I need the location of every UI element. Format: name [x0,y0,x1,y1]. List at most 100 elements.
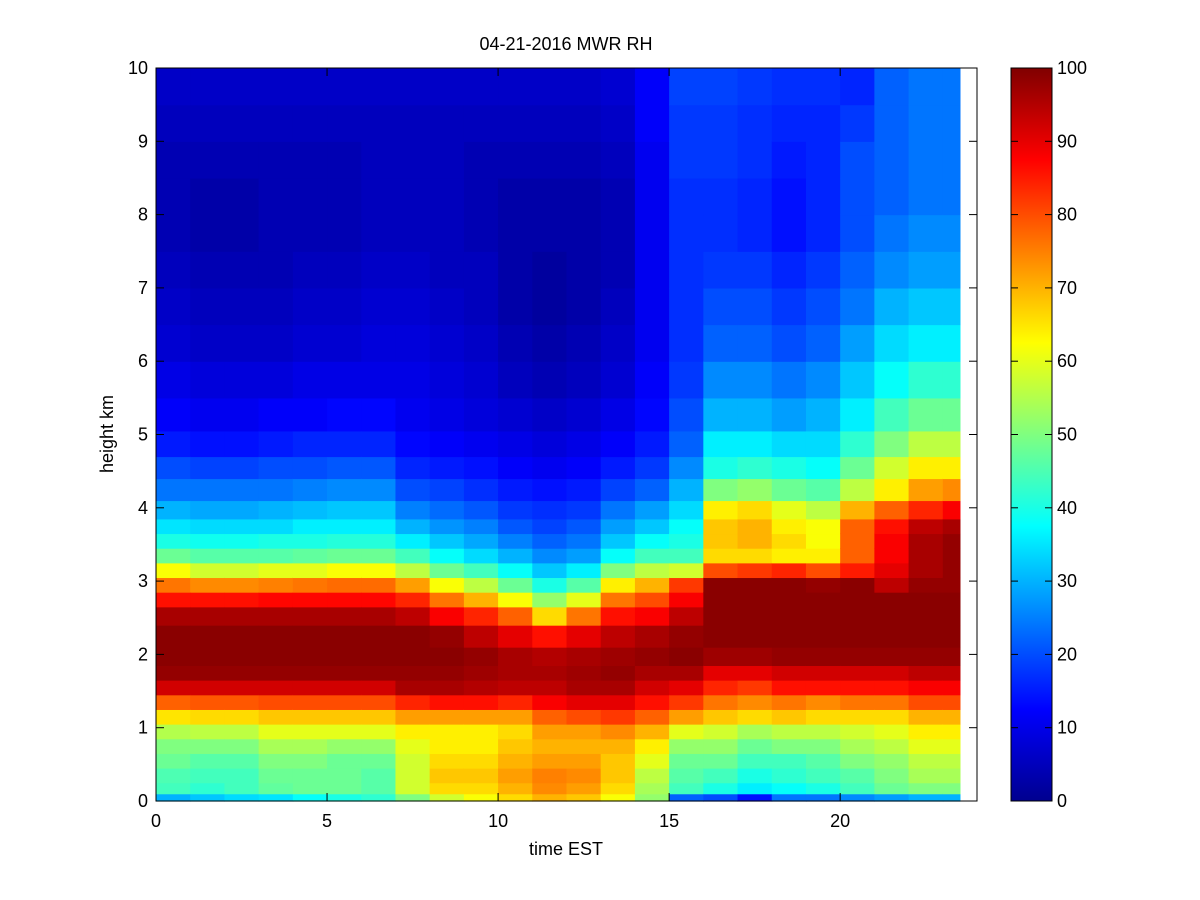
heatmap-cell [498,361,533,399]
heatmap-cell [429,548,465,564]
heatmap-cell [292,533,328,549]
heatmap-cell [361,287,397,326]
heatmap-cell [634,251,670,289]
heatmap-cell [840,793,875,802]
heatmap-cell [429,287,465,326]
heatmap-cell [771,680,807,696]
heatmap-cell [498,287,533,326]
heatmap-cell [429,738,465,754]
heatmap-cell [634,324,670,362]
heatmap-cell [395,577,431,593]
heatmap-cell [463,665,499,681]
heatmap-cell [463,361,499,399]
heatmap-cell [942,533,961,549]
heatmap-cell [771,738,807,754]
heatmap-cell [190,104,226,142]
heatmap-cell [942,694,961,710]
heatmap-cell [532,577,568,593]
heatmap-cell [566,214,602,252]
heatmap-cell [669,287,704,326]
heatmap-cell [156,577,191,593]
heatmap-cell [190,361,226,399]
heatmap-cell [669,104,704,142]
heatmap-cell [361,647,397,666]
heatmap-cell [634,518,670,535]
heatmap-cell [600,768,636,784]
heatmap-cell [292,177,328,216]
heatmap-cell [703,680,739,696]
heatmap-cell [840,647,875,666]
heatmap-cell [498,782,533,795]
heatmap-cell [634,500,670,520]
heatmap-cell [395,768,431,784]
heatmap-cell [737,518,773,535]
heatmap-cell [190,548,226,564]
heatmap-cell [737,694,773,710]
heatmap-cell [498,606,533,626]
heatmap-cell [156,287,191,326]
heatmap-cell [395,397,431,432]
heatmap-cell [156,500,191,520]
heatmap-cell [395,456,431,480]
heatmap-cell [361,665,397,681]
heatmap-cell [942,251,961,289]
heatmap-cell [669,606,704,626]
heatmap-cell [395,738,431,754]
heatmap-cell [498,251,533,289]
heatmap-cell [429,577,465,593]
heatmap-cell [840,397,875,432]
heatmap-cell [737,753,773,769]
heatmap-cell [840,251,875,289]
heatmap-cell [258,214,294,252]
heatmap-cell [737,548,773,564]
heatmap-cell [874,104,910,142]
heatmap-cell [805,625,841,648]
heatmap-cell [942,361,961,399]
heatmap-cell [600,680,636,696]
heatmap-cell [258,768,294,784]
heatmap-cell [771,456,807,480]
heatmap-cell [327,647,362,666]
heatmap-cell [292,430,328,458]
heatmap-cell [224,782,260,795]
heatmap-cell [292,562,328,579]
heatmap-cell [395,606,431,626]
heatmap-cell [463,287,499,326]
heatmap-cell [805,287,841,326]
heatmap-cell [361,324,397,362]
colorbar-tick-label: 60 [1057,351,1077,371]
heatmap-cell [224,753,260,769]
heatmap-cell [532,324,568,362]
heatmap-cell [156,782,191,795]
colorbar-tick-label: 50 [1057,425,1077,445]
heatmap-cell [908,214,944,252]
heatmap-cell [737,456,773,480]
heatmap-cell [737,577,773,593]
heatmap-cell [224,694,260,710]
heatmap-cell [634,724,670,740]
heatmap-cell [840,592,875,608]
heatmap-cell [908,430,944,458]
heatmap-cell [463,768,499,784]
heatmap-cell [498,478,533,502]
heatmap-cell [634,104,670,142]
colorbar-tick-label: 100 [1057,58,1087,78]
heatmap-cell [771,647,807,666]
heatmap-cell [156,324,191,362]
heatmap-cell [600,214,636,252]
heatmap-cell [771,104,807,142]
heatmap-cell [361,177,397,216]
heatmap-cell [566,518,602,535]
heatmap-cell [737,606,773,626]
x-tick-label: 15 [659,811,679,831]
heatmap-cell [429,592,465,608]
heatmap-cell [669,647,704,666]
heatmap-cell [156,709,191,725]
heatmap-cell [771,562,807,579]
heatmap-cell [874,548,910,564]
heatmap-cell [292,361,328,399]
heatmap-cell [840,141,875,179]
heatmap-cell [634,753,670,769]
heatmap-cell [634,694,670,710]
heatmap-cell [771,724,807,740]
